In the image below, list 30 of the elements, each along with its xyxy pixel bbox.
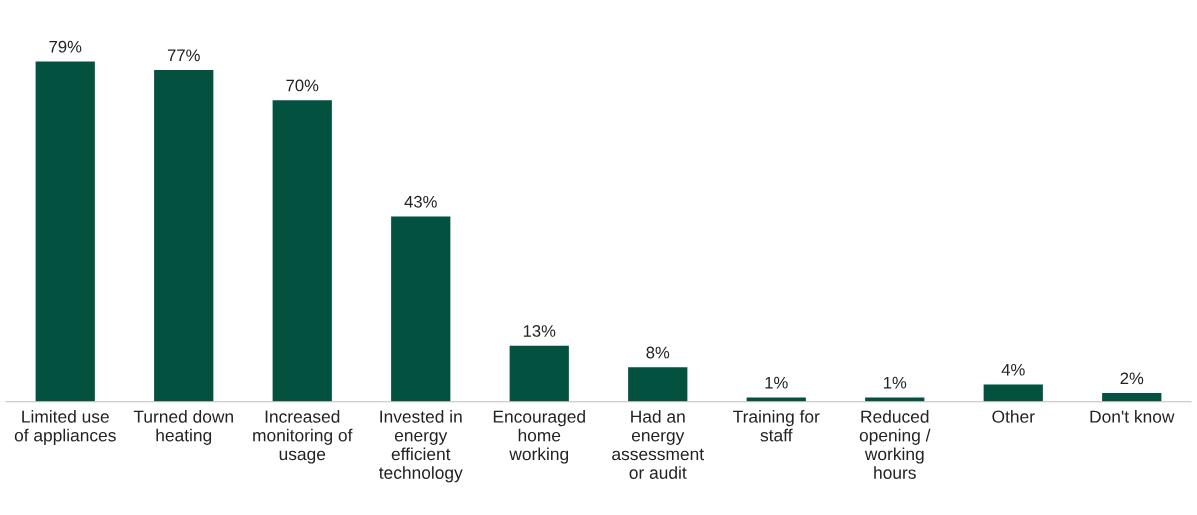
- data-label: 79%: [49, 40, 82, 53]
- data-label: 1%: [765, 376, 788, 389]
- bar: [391, 216, 451, 402]
- x-tick-label: Training for staff: [733, 410, 820, 442]
- x-tick-label: Reduced opening / working hours: [859, 410, 931, 479]
- data-label: 8%: [646, 346, 670, 359]
- bar: [865, 397, 925, 402]
- data-label: 43%: [404, 195, 437, 208]
- data-label: 4%: [1001, 363, 1025, 376]
- x-tick-label: Other: [992, 410, 1035, 423]
- data-label: 1%: [883, 376, 907, 389]
- data-label: 2%: [1120, 372, 1144, 385]
- x-tick-label: Invested in energy efficient technology: [379, 410, 463, 483]
- data-label: 77%: [167, 49, 200, 62]
- x-tick-label: Turned down heating: [133, 410, 233, 445]
- bar: [1102, 393, 1162, 402]
- x-tick-label: Had an energy assessment or audit: [612, 410, 704, 479]
- data-label: 70%: [286, 79, 319, 92]
- x-tick-label: Limited use of appliances: [14, 410, 116, 445]
- x-tick-label: Don't know: [1090, 410, 1175, 423]
- bar: [509, 345, 569, 402]
- x-tick-label: Increased monitoring of usage: [253, 410, 353, 464]
- data-label: 13%: [523, 325, 556, 337]
- bar: [628, 367, 688, 402]
- bar: [746, 397, 806, 402]
- bar: [35, 61, 95, 402]
- bar: [272, 100, 332, 402]
- bar: [154, 70, 214, 402]
- bar: [983, 384, 1043, 402]
- x-tick-label: Encouraged home working: [493, 410, 585, 464]
